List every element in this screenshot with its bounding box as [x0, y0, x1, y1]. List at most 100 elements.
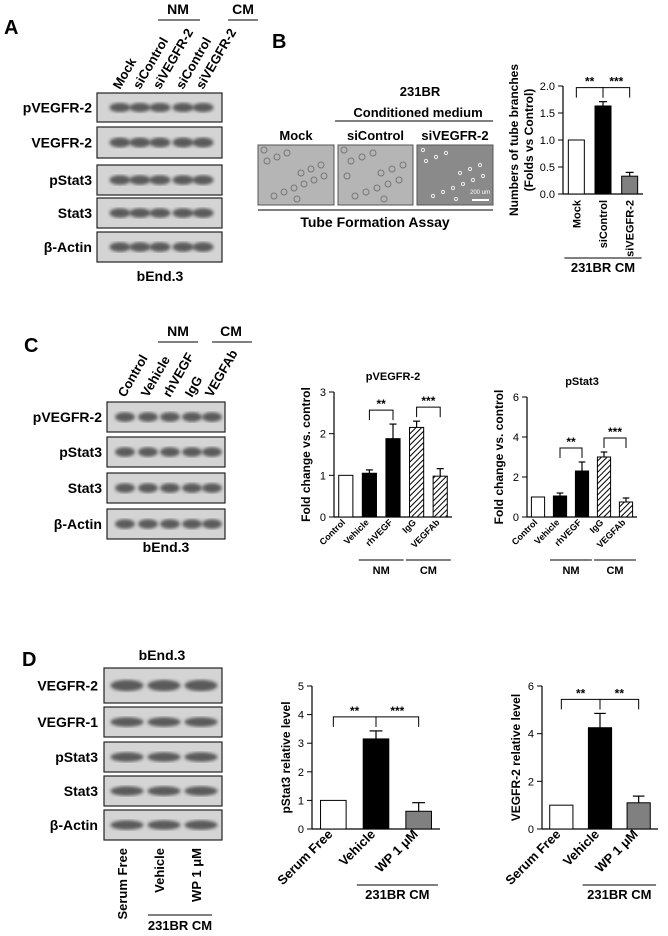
cell-blob	[453, 196, 459, 202]
cell-blob	[320, 172, 328, 180]
cell-blob	[263, 157, 271, 165]
x-tick-label: Vehicle	[336, 827, 378, 869]
subheader: Conditioned medium	[353, 105, 482, 120]
blot-band	[138, 483, 158, 493]
y-tick-label: 1.0	[540, 135, 555, 147]
error-bar	[365, 469, 373, 474]
significance-label: ***	[421, 394, 435, 408]
blot-band	[138, 412, 158, 422]
image-label: Mock	[279, 128, 313, 143]
blot-band	[184, 820, 218, 830]
blot-band	[138, 519, 158, 529]
x-tick-label: IgG	[400, 517, 418, 535]
panel-letter: A	[4, 17, 18, 39]
y-tick-label: 0	[528, 824, 534, 836]
blot-band	[129, 102, 151, 113]
row-label: Stat3	[64, 783, 98, 799]
bar	[549, 804, 574, 830]
y-tick-label: 0.0	[540, 189, 555, 201]
blot-band	[149, 242, 171, 252]
blot-band	[202, 447, 222, 457]
cell-blob	[460, 181, 466, 187]
y-tick-label: 2	[528, 776, 534, 788]
cell-line-label: bEnd.3	[139, 647, 186, 663]
row-label: pStat3	[55, 749, 98, 765]
row-label: Stat3	[68, 480, 102, 496]
row-label: pVEGFR-2	[23, 100, 92, 116]
bar	[626, 802, 651, 830]
assay-label: Tube Formation Assay	[300, 214, 450, 230]
micrograph	[337, 144, 414, 206]
group-label: NM	[562, 565, 579, 577]
group-label: CM	[232, 1, 254, 17]
cell-blob	[384, 180, 392, 188]
blot-band	[192, 208, 214, 218]
bar	[320, 799, 347, 830]
y-tick-label: 4	[298, 710, 304, 722]
significance-label: **	[566, 435, 576, 449]
error-bar	[600, 451, 608, 457]
blot-band	[110, 679, 144, 692]
y-tick-label: 3	[298, 738, 304, 750]
significance-label: ***	[609, 75, 623, 89]
y-tick-label: 2	[298, 767, 304, 779]
blot-band	[149, 102, 171, 113]
y-axis-label: pStat3 relative level	[279, 701, 293, 813]
bar	[574, 470, 590, 518]
blot-band	[172, 137, 194, 148]
cell-blob	[477, 162, 483, 168]
cell-blob	[358, 153, 366, 161]
row-label: VEGFR-2	[37, 678, 98, 694]
cell-blob	[362, 188, 370, 196]
significance-label: **	[585, 75, 595, 89]
row-label: Stat3	[58, 205, 92, 221]
significance-bracket	[603, 437, 627, 448]
x-tick-label: rhVEGF	[364, 517, 395, 548]
blot-band	[109, 137, 131, 148]
blot-band	[110, 820, 144, 830]
panel-letter: D	[22, 649, 36, 671]
lane-label: Vehicle	[152, 848, 167, 893]
error-bar	[599, 101, 607, 106]
blot-band	[182, 519, 202, 529]
error-bar	[413, 420, 421, 428]
y-tick-label: 0.5	[540, 162, 555, 174]
bar	[621, 175, 639, 195]
row-label: pVEGFR-2	[33, 409, 102, 425]
blot-band	[160, 447, 180, 457]
significance-bracket	[416, 406, 441, 418]
y-tick-label: 2	[320, 429, 326, 441]
group-label: 231BR CM	[148, 918, 212, 933]
y-tick-label: 6	[528, 681, 534, 693]
cell-blob	[369, 149, 377, 157]
blot-band	[184, 717, 218, 727]
error-bar	[389, 423, 397, 439]
blot-band	[129, 175, 151, 185]
cell-blob	[443, 150, 449, 156]
blot-band	[149, 137, 171, 148]
cell-blob	[373, 184, 381, 192]
y-tick-label: 2	[513, 472, 519, 484]
bar	[338, 474, 354, 518]
blot-band	[115, 412, 135, 422]
blot-band	[110, 752, 144, 762]
significance-bracket	[375, 716, 420, 727]
blot-band	[182, 447, 202, 457]
bar	[361, 472, 377, 518]
y-axis-label: Fold change vs. control	[299, 387, 313, 522]
cell-blob	[290, 184, 298, 192]
cell-blob	[423, 158, 429, 164]
error-bar	[578, 461, 586, 471]
cell-blob	[420, 147, 426, 153]
cell-blob	[273, 153, 281, 161]
cell-blob	[440, 189, 446, 195]
y-tick-label: 0	[298, 824, 304, 836]
blot-band	[115, 519, 135, 529]
y-tick-label: 1	[298, 795, 304, 807]
bar	[432, 475, 448, 518]
blot-band	[147, 820, 181, 830]
blot-band	[182, 412, 202, 422]
chart-title: pVEGFR-2	[366, 371, 420, 383]
error-bar	[436, 468, 444, 477]
